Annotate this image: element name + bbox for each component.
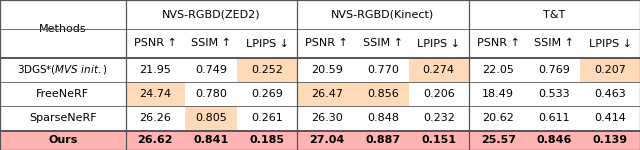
Bar [468,130,528,150]
Text: 24.74: 24.74 [140,89,172,99]
Text: 0.848: 0.848 [367,113,399,123]
Text: 26.26: 26.26 [140,113,172,123]
Bar [297,82,356,106]
Text: 0.611: 0.611 [538,113,570,123]
Bar [409,130,468,150]
Bar [237,130,297,150]
Bar [356,130,409,150]
Text: SSIM ↑: SSIM ↑ [191,39,231,48]
Text: Ours: Ours [48,135,77,145]
Bar [185,106,237,130]
Text: FreeNeRF: FreeNeRF [36,89,90,99]
Text: 0.207: 0.207 [595,65,626,75]
Text: LPIPS ↓: LPIPS ↓ [417,39,460,48]
Text: 20.62: 20.62 [483,113,514,123]
Text: NVS-RGBD(ZED2): NVS-RGBD(ZED2) [162,10,260,20]
Bar [125,82,185,106]
Text: 0.232: 0.232 [423,113,454,123]
Text: LPIPS ↓: LPIPS ↓ [589,39,632,48]
Text: 0.770: 0.770 [367,65,399,75]
Bar [0,130,125,150]
Text: 0.139: 0.139 [593,135,628,145]
Text: 26.30: 26.30 [311,113,342,123]
Text: 0.533: 0.533 [538,89,570,99]
Text: 0.274: 0.274 [423,65,455,75]
Text: 0.856: 0.856 [367,89,399,99]
Bar [185,130,237,150]
Text: 21.95: 21.95 [140,65,172,75]
Bar [125,130,185,150]
Text: 0.463: 0.463 [595,89,626,99]
Bar [580,58,640,82]
Text: 0.261: 0.261 [252,113,283,123]
Text: Methods: Methods [39,24,86,34]
Text: 26.47: 26.47 [311,89,343,99]
Bar [409,58,468,82]
Text: 0.780: 0.780 [195,89,227,99]
Text: SparseNeRF: SparseNeRF [29,113,97,123]
Text: PSNR ↑: PSNR ↑ [305,39,348,48]
Text: 22.05: 22.05 [483,65,514,75]
Text: 0.206: 0.206 [423,89,454,99]
Text: 0.769: 0.769 [538,65,570,75]
Bar [528,130,580,150]
Text: 0.414: 0.414 [595,113,626,123]
Text: 3DGS*($\it{MVS\ init.}$): 3DGS*($\it{MVS\ init.}$) [17,63,108,76]
Text: 27.04: 27.04 [309,135,344,145]
Text: 18.49: 18.49 [483,89,515,99]
Text: 0.151: 0.151 [421,135,456,145]
Text: 0.252: 0.252 [252,65,284,75]
Text: 0.185: 0.185 [250,135,285,145]
Text: 0.269: 0.269 [252,89,284,99]
Text: 25.57: 25.57 [481,135,516,145]
Text: 20.59: 20.59 [311,65,343,75]
Text: T&T: T&T [543,10,565,20]
Text: LPIPS ↓: LPIPS ↓ [246,39,289,48]
Bar [237,58,297,82]
Bar [356,82,409,106]
Text: NVS-RGBD(Kinect): NVS-RGBD(Kinect) [331,10,435,20]
Text: PSNR ↑: PSNR ↑ [477,39,520,48]
Text: PSNR ↑: PSNR ↑ [134,39,177,48]
Text: 0.805: 0.805 [195,113,227,123]
Text: SSIM ↑: SSIM ↑ [363,39,403,48]
Text: 0.846: 0.846 [536,135,572,145]
Bar [580,130,640,150]
Text: 26.62: 26.62 [138,135,173,145]
Text: 0.841: 0.841 [194,135,229,145]
Bar [297,130,356,150]
Text: 0.749: 0.749 [195,65,227,75]
Text: SSIM ↑: SSIM ↑ [534,39,574,48]
Text: 0.887: 0.887 [365,135,401,145]
